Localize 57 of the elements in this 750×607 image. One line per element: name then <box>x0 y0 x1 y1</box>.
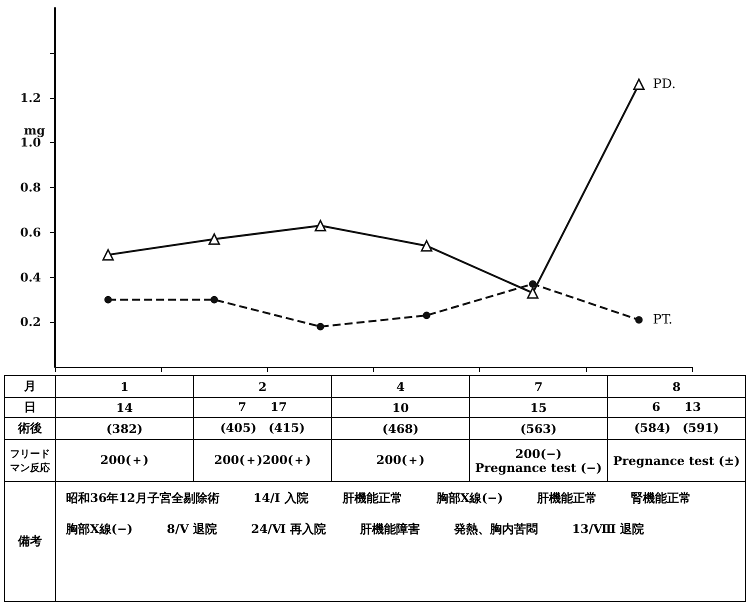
y-tick-label: 0.2 <box>20 315 41 330</box>
text: (382) <box>106 422 143 436</box>
y-tick-label: 0.8 <box>20 180 41 194</box>
text: (405) (415) <box>220 421 305 435</box>
text: 7 17 <box>238 400 288 414</box>
text: 胸部X線(−) <box>436 490 504 507</box>
point <box>104 296 112 304</box>
text: 200(−) Pregnance test (−) <box>475 446 602 474</box>
y-tick-label: 0.4 <box>20 270 41 284</box>
point <box>210 296 218 304</box>
text: 発熱、胸内苦悶 <box>454 521 538 538</box>
text: 腎機能正常 <box>631 490 692 507</box>
series-label: PT. <box>652 312 673 328</box>
point <box>529 280 536 288</box>
text: 昭和36年12月子宮全剔除術 <box>66 490 220 507</box>
text: 200(＋)200(＋) <box>214 453 311 467</box>
point <box>316 322 324 330</box>
text: 胸部X線(−) <box>66 521 133 538</box>
text: 7 <box>534 380 543 394</box>
text: 備考 <box>18 534 42 548</box>
text: 10 <box>392 400 409 414</box>
text: 4 <box>396 380 405 394</box>
text: 術後 <box>18 421 42 435</box>
point <box>422 312 430 320</box>
text: 肝機能正常 <box>342 490 402 507</box>
series-label: PD. <box>652 76 676 92</box>
y-tick-label: 0.6 <box>20 225 41 240</box>
text: (584) (591) <box>634 421 719 435</box>
point <box>633 78 645 90</box>
text: 月 <box>24 379 36 393</box>
text: 6 13 <box>652 400 702 414</box>
text: 肝機能正常 <box>537 490 598 507</box>
text: 14/Ⅰ 入院 <box>253 490 308 507</box>
text: Pregnance test (±) <box>613 454 740 468</box>
text: 200(＋) <box>376 453 425 467</box>
text: 1 <box>120 380 129 394</box>
text: 13/Ⅷ 退院 <box>572 521 644 538</box>
point <box>102 249 114 261</box>
text: 200(＋) <box>100 453 149 467</box>
text: 14 <box>116 400 133 414</box>
text: 8/Ⅴ 退院 <box>166 521 217 538</box>
text: 15 <box>530 400 547 414</box>
point <box>420 240 432 252</box>
y-axis-title: mg <box>24 124 46 138</box>
point <box>635 316 643 324</box>
text: 日 <box>24 400 36 414</box>
text: 肝機能障害 <box>360 521 420 538</box>
text: フリードマン反応 <box>10 448 50 474</box>
text: 8 <box>672 380 681 394</box>
text: (563) <box>520 422 557 436</box>
text: (468) <box>382 422 419 436</box>
point <box>314 220 326 232</box>
y-tick-label: 1.2 <box>20 90 41 105</box>
point <box>208 233 220 245</box>
text: 2 <box>258 380 267 394</box>
text: 24/Ⅵ 再入院 <box>250 521 326 538</box>
point <box>527 287 538 299</box>
